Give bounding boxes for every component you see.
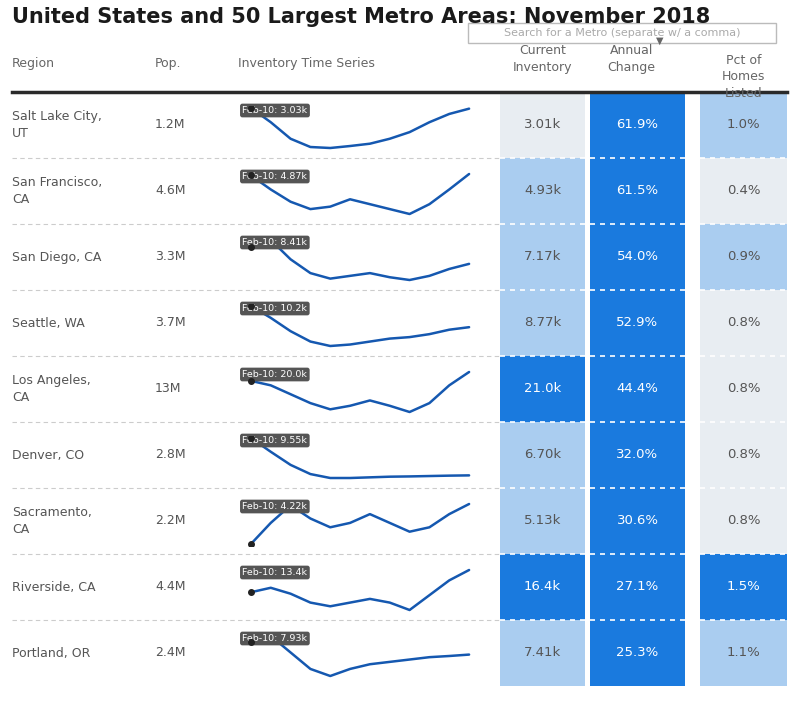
Text: 0.8%: 0.8% bbox=[727, 317, 760, 329]
Text: 0.8%: 0.8% bbox=[727, 515, 760, 527]
Text: ▼: ▼ bbox=[656, 36, 663, 46]
Text: United States and 50 Largest Metro Areas: November 2018: United States and 50 Largest Metro Areas… bbox=[12, 7, 710, 27]
Text: 61.5%: 61.5% bbox=[616, 185, 658, 197]
Text: Feb-10: 10.2k: Feb-10: 10.2k bbox=[242, 304, 308, 313]
Text: San Diego, CA: San Diego, CA bbox=[12, 251, 101, 263]
Text: 5.13k: 5.13k bbox=[524, 515, 561, 527]
Text: Annual
Change: Annual Change bbox=[607, 44, 655, 74]
Text: Feb-10: 3.03k: Feb-10: 3.03k bbox=[242, 106, 308, 115]
Bar bbox=[500, 488, 585, 554]
Text: Feb-10: 13.4k: Feb-10: 13.4k bbox=[242, 568, 308, 577]
Text: 16.4k: 16.4k bbox=[524, 581, 561, 593]
Text: 0.8%: 0.8% bbox=[727, 449, 760, 461]
Bar bbox=[700, 488, 787, 554]
Bar bbox=[700, 356, 787, 422]
Text: 3.7M: 3.7M bbox=[155, 317, 186, 329]
Text: Feb-10: 4.87k: Feb-10: 4.87k bbox=[242, 172, 308, 181]
Text: 8.77k: 8.77k bbox=[524, 317, 561, 329]
Bar bbox=[590, 290, 685, 356]
Bar bbox=[590, 158, 685, 224]
Text: 2.2M: 2.2M bbox=[155, 515, 186, 527]
Text: Feb-10: 8.41k: Feb-10: 8.41k bbox=[242, 238, 308, 247]
Text: San Francisco,
CA: San Francisco, CA bbox=[12, 176, 102, 206]
Text: 1.5%: 1.5% bbox=[727, 581, 760, 593]
Text: Los Angeles,
CA: Los Angeles, CA bbox=[12, 374, 91, 404]
Text: Pct of
Homes
Listed: Pct of Homes Listed bbox=[722, 54, 765, 100]
Text: 2.8M: 2.8M bbox=[155, 449, 186, 461]
Bar bbox=[700, 224, 787, 290]
Bar bbox=[590, 620, 685, 686]
Text: Region: Region bbox=[12, 58, 55, 70]
Bar bbox=[590, 224, 685, 290]
Text: Feb-10: 20.0k: Feb-10: 20.0k bbox=[242, 370, 308, 379]
Bar bbox=[700, 290, 787, 356]
Text: 3.01k: 3.01k bbox=[524, 119, 561, 131]
Bar bbox=[590, 488, 685, 554]
Text: Salt Lake City,
UT: Salt Lake City, UT bbox=[12, 110, 102, 140]
Bar bbox=[500, 290, 585, 356]
Text: 0.8%: 0.8% bbox=[727, 383, 760, 395]
FancyBboxPatch shape bbox=[468, 23, 776, 43]
Text: Current
Inventory: Current Inventory bbox=[512, 44, 572, 74]
Text: Feb-10: 7.93k: Feb-10: 7.93k bbox=[242, 634, 308, 643]
Text: 54.0%: 54.0% bbox=[617, 251, 658, 263]
Bar bbox=[500, 92, 585, 158]
Bar bbox=[700, 158, 787, 224]
Text: Inventory Time Series: Inventory Time Series bbox=[238, 58, 375, 70]
Text: 25.3%: 25.3% bbox=[616, 647, 658, 659]
Text: 30.6%: 30.6% bbox=[617, 515, 658, 527]
Text: Sacramento,
CA: Sacramento, CA bbox=[12, 506, 92, 536]
Bar bbox=[500, 422, 585, 488]
Text: 27.1%: 27.1% bbox=[616, 581, 658, 593]
Text: 32.0%: 32.0% bbox=[616, 449, 658, 461]
Text: Denver, CO: Denver, CO bbox=[12, 449, 84, 461]
Bar bbox=[590, 422, 685, 488]
Text: 52.9%: 52.9% bbox=[616, 317, 658, 329]
Text: 4.93k: 4.93k bbox=[524, 185, 561, 197]
Text: 2.4M: 2.4M bbox=[155, 647, 186, 659]
Text: Feb-10: 9.55k: Feb-10: 9.55k bbox=[242, 436, 308, 445]
Bar bbox=[500, 224, 585, 290]
Bar bbox=[500, 356, 585, 422]
Text: Riverside, CA: Riverside, CA bbox=[12, 581, 96, 593]
Bar bbox=[700, 92, 787, 158]
Bar bbox=[590, 92, 685, 158]
Text: Portland, OR: Portland, OR bbox=[12, 647, 90, 659]
Text: 4.4M: 4.4M bbox=[155, 581, 186, 593]
Text: 1.2M: 1.2M bbox=[155, 119, 186, 131]
Bar bbox=[500, 620, 585, 686]
Text: 0.4%: 0.4% bbox=[727, 185, 760, 197]
Text: 44.4%: 44.4% bbox=[617, 383, 658, 395]
Text: Feb-10: 4.22k: Feb-10: 4.22k bbox=[242, 502, 308, 511]
Text: Search for a Metro (separate w/ a comma): Search for a Metro (separate w/ a comma) bbox=[504, 28, 740, 38]
Bar bbox=[700, 554, 787, 620]
Text: 1.1%: 1.1% bbox=[727, 647, 760, 659]
Bar bbox=[700, 620, 787, 686]
Text: 3.3M: 3.3M bbox=[155, 251, 186, 263]
Text: 61.9%: 61.9% bbox=[617, 119, 658, 131]
Bar bbox=[590, 356, 685, 422]
Bar bbox=[500, 554, 585, 620]
Text: 0.9%: 0.9% bbox=[727, 251, 760, 263]
Bar bbox=[590, 554, 685, 620]
Text: 7.17k: 7.17k bbox=[524, 251, 561, 263]
Text: 13M: 13M bbox=[155, 383, 182, 395]
Text: 6.70k: 6.70k bbox=[524, 449, 561, 461]
Text: Pop.: Pop. bbox=[155, 58, 182, 70]
Text: 7.41k: 7.41k bbox=[524, 647, 561, 659]
Text: 21.0k: 21.0k bbox=[524, 383, 561, 395]
Text: 4.6M: 4.6M bbox=[155, 185, 186, 197]
Text: 1.0%: 1.0% bbox=[727, 119, 760, 131]
Bar bbox=[500, 158, 585, 224]
Bar bbox=[700, 422, 787, 488]
Text: Seattle, WA: Seattle, WA bbox=[12, 317, 84, 329]
